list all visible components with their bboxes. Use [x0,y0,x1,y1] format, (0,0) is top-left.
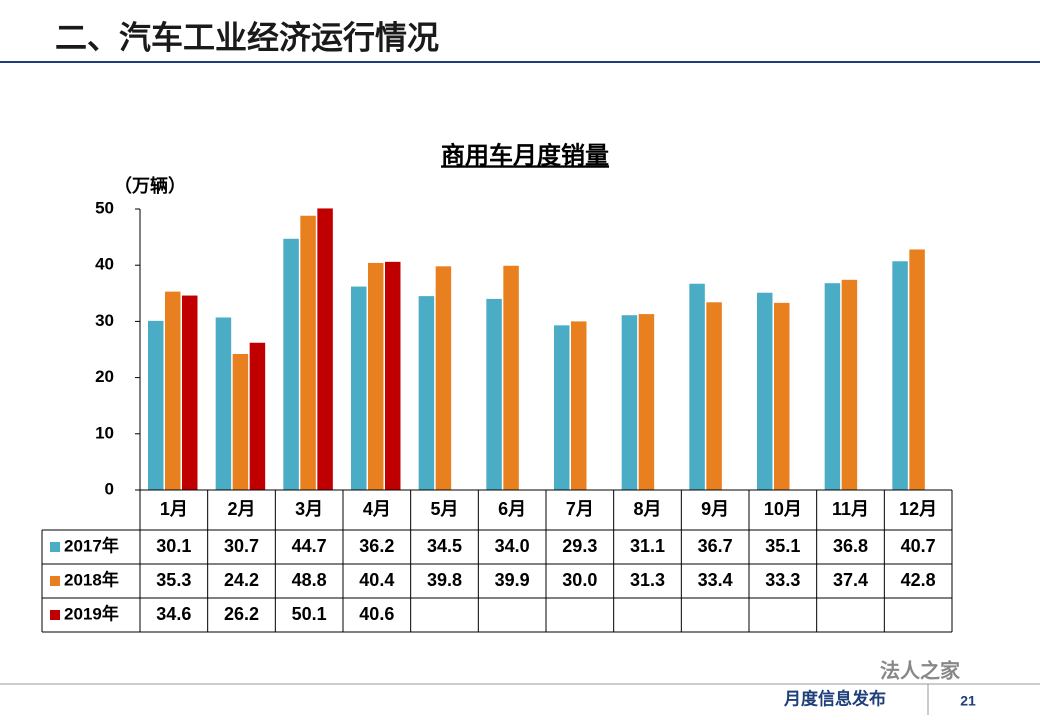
table-value: 34.6 [156,604,191,624]
x-tick-label: 1月 [160,499,188,519]
y-tick-label: 50 [95,198,114,217]
bar [909,249,925,490]
table-value: 24.2 [224,570,259,590]
bar [232,353,249,490]
table-value: 48.8 [292,570,327,590]
table-value: 33.4 [698,570,733,590]
bar [182,295,198,490]
bar [317,208,333,491]
table-value: 40.6 [359,604,394,624]
table-value: 44.7 [292,536,327,556]
table-value: 29.3 [562,536,597,556]
footer-text: 月度信息发布 [783,688,886,708]
y-tick-label: 10 [95,423,114,442]
x-tick-label: 3月 [295,499,323,519]
x-tick-label: 10月 [764,499,802,519]
bar [418,296,435,490]
table-value: 34.0 [495,536,530,556]
y-tick-label: 30 [95,311,114,330]
bar [824,283,841,490]
bar [215,317,232,490]
table-value: 31.1 [630,536,665,556]
y-tick-label: 40 [95,255,114,274]
bar [300,215,316,490]
table-value: 40.4 [359,570,394,590]
bar [148,320,164,490]
bar [165,291,181,490]
bar [689,283,705,490]
bar [283,238,299,490]
bar [351,286,367,490]
table-value: 37.4 [833,570,868,590]
table-value: 35.1 [765,536,800,556]
page-number: 21 [960,693,976,709]
bar [503,265,519,490]
bar [621,315,638,490]
table-value: 30.0 [562,570,597,590]
bar [368,262,384,490]
x-tick-label: 6月 [498,499,526,519]
x-tick-label: 5月 [430,499,458,519]
x-tick-label: 7月 [566,499,594,519]
table-value: 30.7 [224,536,259,556]
bar [554,325,570,490]
table-value: 36.7 [698,536,733,556]
table-value: 39.8 [427,570,462,590]
watermark: 法人之家 [880,658,961,682]
bar [774,302,790,490]
legend-swatch [50,576,60,586]
table-value: 39.9 [495,570,530,590]
table-value: 36.8 [833,536,868,556]
legend-label: 2019年 [64,603,119,623]
y-tick-label: 0 [105,479,114,498]
table-value: 40.7 [901,536,936,556]
bar [638,314,655,490]
chart-title: 商用车月度销量 [441,141,609,169]
x-tick-label: 11月 [832,499,869,519]
table-value: 34.5 [427,536,462,556]
table-value: 33.3 [765,570,800,590]
x-tick-label: 4月 [363,499,391,519]
legend-label: 2017年 [64,535,119,555]
table-value: 35.3 [156,570,191,590]
bar [892,261,908,490]
legend-swatch [50,610,60,620]
bar [571,321,587,490]
table-value: 36.2 [359,536,394,556]
x-tick-label: 9月 [701,499,729,519]
y-tick-label: 20 [95,367,114,386]
bar [757,292,773,490]
table-value: 31.3 [630,570,665,590]
x-tick-label: 2月 [227,499,255,519]
x-tick-label: 12月 [899,499,937,519]
legend-swatch [50,542,60,552]
table-value: 42.8 [901,570,936,590]
bar [435,266,452,490]
slide-title: 二、汽车工业经济运行情况 [55,19,439,55]
y-axis-label: （万辆） [114,175,186,196]
legend-label: 2018年 [64,569,119,589]
bar [486,298,502,490]
bar [706,302,722,490]
bar [385,261,401,490]
table-value: 26.2 [224,604,259,624]
table-value: 50.1 [292,604,327,624]
bar [249,342,266,490]
table-value: 30.1 [156,536,191,556]
bar [841,279,858,490]
x-tick-label: 8月 [633,499,661,519]
